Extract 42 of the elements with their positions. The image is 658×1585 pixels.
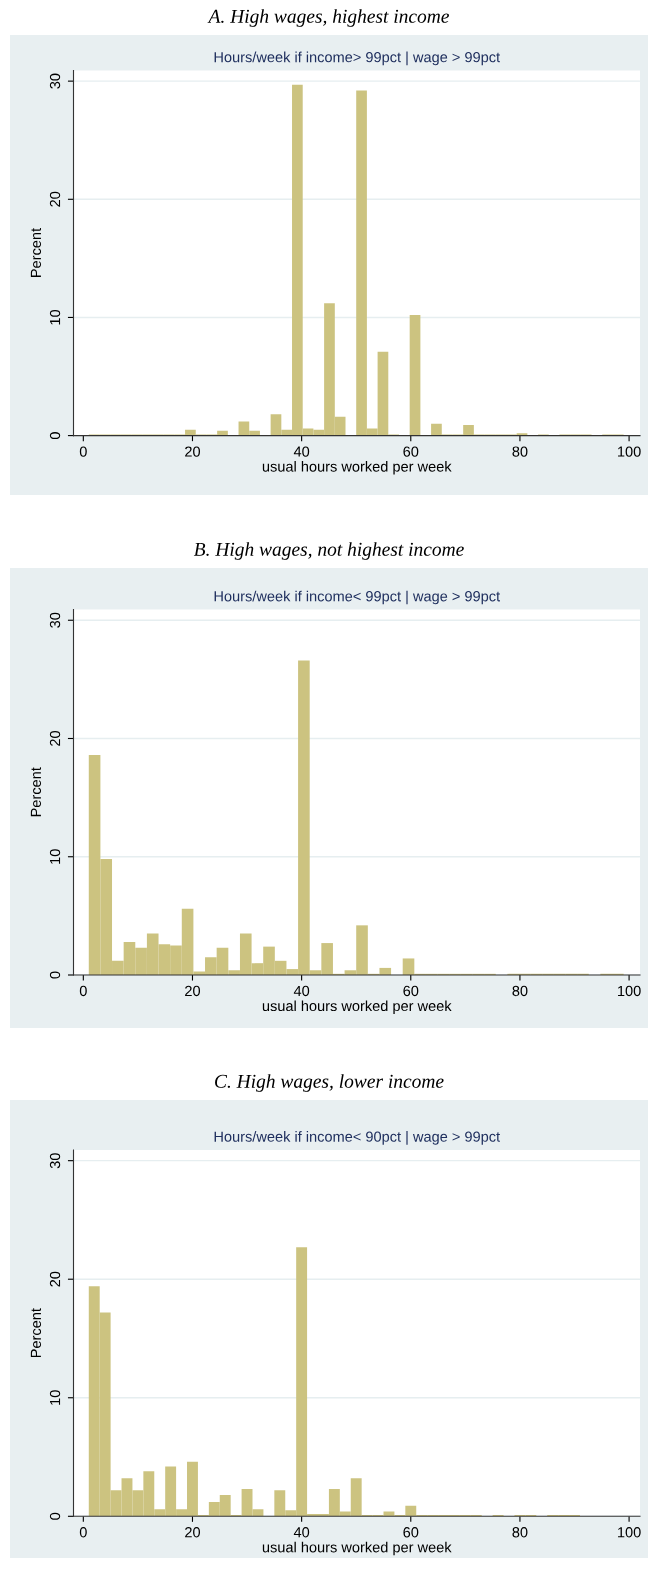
- y-tick-label: 30: [49, 612, 61, 628]
- y-tick-label: 10: [49, 849, 61, 864]
- y-tick-label: 20: [49, 191, 61, 207]
- y-axis-title: Percent: [30, 767, 42, 817]
- x-tick-label: 100: [618, 985, 641, 997]
- y-tick-label: 30: [49, 73, 61, 89]
- x-axis-title: usual hours worked per week: [262, 1541, 452, 1556]
- y-axis-title: Percent: [30, 1308, 42, 1358]
- x-tick-label: 100: [618, 446, 641, 457]
- y-tick-label: 0: [49, 1512, 61, 1520]
- y-tick-label: 20: [49, 1271, 61, 1287]
- y-tick-label: 10: [49, 309, 61, 325]
- x-axis-title: usual hours worked per week: [262, 1000, 452, 1014]
- x-tick-label: 40: [293, 1527, 310, 1538]
- y-axis-title: Percent: [30, 228, 42, 277]
- x-tick-label: 20: [185, 446, 201, 457]
- x-tick-label: 0: [79, 985, 87, 997]
- x-tick-label: 40: [293, 985, 310, 997]
- chart-subtitle: Hours/week if income< 99pct | wage > 99pct: [214, 590, 500, 605]
- x-tick-label: 20: [185, 1527, 201, 1538]
- chart-title: A. High wages, highest income: [207, 9, 449, 27]
- x-tick-label: 60: [403, 1527, 419, 1538]
- y-tick-label: 0: [49, 432, 61, 440]
- chart-subtitle: Hours/week if income< 90pct | wage > 99pct: [214, 1131, 500, 1145]
- x-tick-label: 0: [79, 446, 87, 457]
- y-tick-label: 10: [49, 1390, 61, 1405]
- x-tick-label: 0: [79, 1527, 87, 1538]
- x-tick-label: 40: [293, 446, 310, 457]
- y-tick-label: 20: [49, 730, 61, 746]
- y-tick-label: 30: [49, 1153, 61, 1169]
- chart-title: C. High wages, lower income: [215, 1074, 444, 1092]
- x-tick-label: 80: [512, 1527, 528, 1538]
- x-tick-label: 60: [403, 446, 419, 457]
- x-tick-label: 80: [512, 985, 528, 997]
- chart-subtitle: Hours/week if income> 99pct | wage > 99pct: [214, 51, 500, 66]
- chart-title: B. High wages, not highest income: [193, 542, 464, 560]
- x-tick-label: 100: [618, 1527, 641, 1538]
- x-tick-label: 20: [185, 985, 201, 997]
- x-axis-title: usual hours worked per week: [262, 461, 452, 475]
- y-tick-label: 0: [49, 971, 61, 979]
- x-tick-label: 60: [403, 985, 419, 997]
- x-tick-label: 80: [512, 446, 528, 457]
